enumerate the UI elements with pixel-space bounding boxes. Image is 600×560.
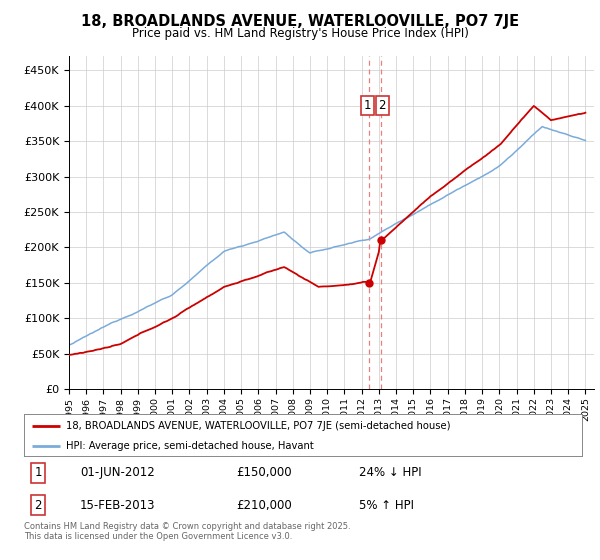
Text: 2: 2	[34, 498, 42, 512]
Text: Price paid vs. HM Land Registry's House Price Index (HPI): Price paid vs. HM Land Registry's House …	[131, 27, 469, 40]
Text: Contains HM Land Registry data © Crown copyright and database right 2025.
This d: Contains HM Land Registry data © Crown c…	[24, 522, 350, 542]
Text: 15-FEB-2013: 15-FEB-2013	[80, 498, 155, 512]
Text: 1: 1	[34, 466, 42, 479]
Text: 2: 2	[379, 99, 386, 112]
Text: 18, BROADLANDS AVENUE, WATERLOOVILLE, PO7 7JE (semi-detached house): 18, BROADLANDS AVENUE, WATERLOOVILLE, PO…	[66, 421, 451, 431]
Text: 18, BROADLANDS AVENUE, WATERLOOVILLE, PO7 7JE: 18, BROADLANDS AVENUE, WATERLOOVILLE, PO…	[81, 14, 519, 29]
Text: £210,000: £210,000	[236, 498, 292, 512]
Text: 1: 1	[364, 99, 371, 112]
Text: 5% ↑ HPI: 5% ↑ HPI	[359, 498, 414, 512]
Text: HPI: Average price, semi-detached house, Havant: HPI: Average price, semi-detached house,…	[66, 441, 314, 451]
Text: £150,000: £150,000	[236, 466, 292, 479]
Text: 24% ↓ HPI: 24% ↓ HPI	[359, 466, 421, 479]
Text: 01-JUN-2012: 01-JUN-2012	[80, 466, 155, 479]
